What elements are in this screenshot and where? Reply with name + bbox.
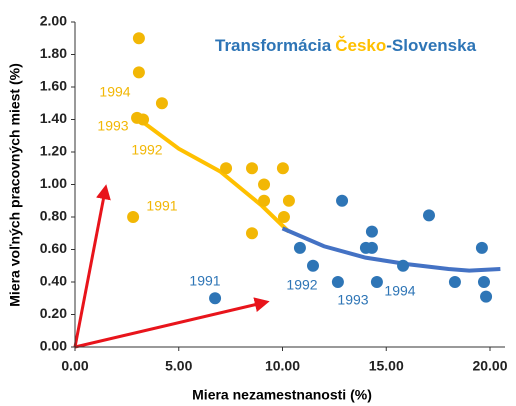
- point: [155, 97, 168, 110]
- y-tick-label: 1.80: [40, 45, 67, 61]
- year-label: 1991: [189, 273, 220, 289]
- x-tick-label: 5.00: [165, 358, 192, 374]
- x-tick-label: 10.00: [265, 358, 300, 374]
- point: [137, 113, 150, 126]
- point: [422, 209, 435, 222]
- point: [293, 241, 306, 254]
- arrow: [73, 184, 111, 348]
- y-tick-label: 2.00: [40, 13, 67, 29]
- point: [277, 211, 290, 223]
- point: [448, 276, 461, 288]
- year-label: 1992: [131, 142, 162, 158]
- point: [209, 292, 222, 305]
- x-tick-label: 20.00: [472, 358, 507, 374]
- point: [245, 162, 258, 175]
- point: [220, 162, 233, 175]
- point: [397, 259, 410, 272]
- y-tick-label: 0.80: [40, 208, 67, 224]
- y-tick-label: 0.00: [40, 338, 67, 354]
- title-part: -Slovenska: [386, 36, 476, 55]
- point: [477, 276, 490, 288]
- point: [336, 194, 349, 207]
- x-tick-label: 15.00: [369, 358, 404, 374]
- y-tick-label: 1.40: [40, 110, 67, 126]
- year-label: 1992: [286, 277, 317, 293]
- point: [475, 241, 488, 254]
- year-label: 1991: [146, 198, 177, 214]
- chart-title: Transformácia Česko-Slovenska: [215, 36, 477, 55]
- point: [258, 194, 271, 207]
- year-label: 1993: [337, 292, 368, 308]
- point: [132, 32, 145, 45]
- y-tick-label: 1.20: [40, 143, 67, 159]
- point: [258, 178, 271, 191]
- point: [365, 225, 378, 238]
- point: [365, 241, 378, 254]
- point: [132, 66, 145, 79]
- y-tick-label: 0.20: [40, 305, 67, 321]
- year-label: 1994: [384, 283, 415, 299]
- point: [245, 227, 258, 240]
- x-tick-label: 0.00: [61, 358, 88, 374]
- x-axis-label: Miera nezamestnanosti (%): [192, 387, 372, 403]
- title-part: Transformácia: [215, 36, 332, 55]
- point: [331, 276, 344, 288]
- y-tick-label: 1.60: [40, 78, 67, 94]
- point: [480, 290, 493, 303]
- y-axis-label: Miera voľných pracovných miest (%): [7, 63, 23, 306]
- point: [307, 259, 320, 272]
- title-part: Česko: [335, 36, 386, 55]
- year-label: 1993: [97, 118, 128, 134]
- point: [276, 162, 289, 175]
- point: [127, 211, 140, 223]
- y-tick-label: 0.60: [40, 240, 67, 256]
- trend-line: [136, 116, 291, 234]
- y-tick-label: 1.00: [40, 175, 67, 191]
- point: [282, 194, 295, 207]
- arrow: [74, 297, 270, 349]
- point: [370, 276, 383, 288]
- year-label: 1994: [99, 84, 130, 100]
- y-tick-label: 0.40: [40, 273, 67, 289]
